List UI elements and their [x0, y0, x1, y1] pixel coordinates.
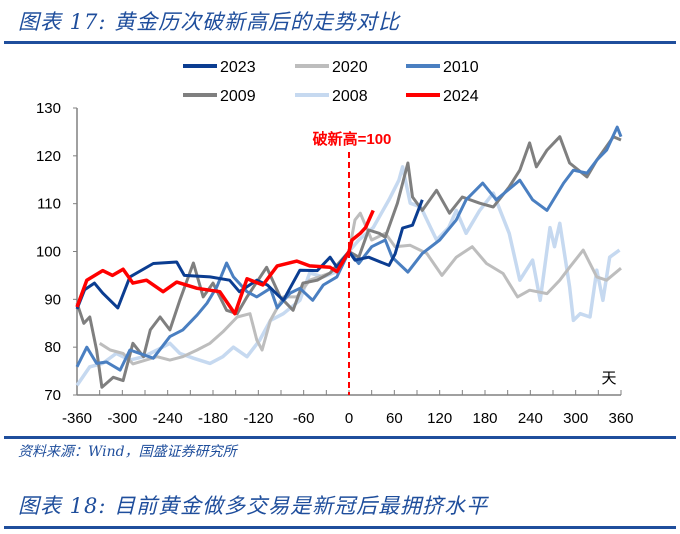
x-tick-label: -300 [107, 410, 137, 427]
x-tick-label: 120 [427, 410, 452, 427]
x-tick-label: 300 [563, 410, 588, 427]
legend-label: 2024 [443, 88, 479, 105]
legend-item-2020: 2020 [295, 59, 368, 76]
x-tick-label: -360 [62, 410, 92, 427]
title-divider [4, 41, 676, 44]
y-tick-label: 90 [44, 291, 61, 308]
y-tick-label: 110 [37, 196, 61, 213]
legend-label: 2010 [443, 59, 479, 76]
series-line-2010 [75, 125, 623, 372]
next-title-divider [4, 526, 676, 529]
legend-item-2009: 2009 [183, 88, 256, 105]
y-tick-label: 70 [44, 387, 61, 404]
x-tick-label: 240 [518, 410, 543, 427]
source-divider [4, 436, 676, 439]
source-note: 资料来源：Wind，国盛证券研究所 [18, 444, 237, 460]
x-tick-label: 60 [386, 410, 403, 427]
x-tick-label: -180 [198, 410, 228, 427]
legend-label: 2020 [332, 59, 368, 76]
legend-item-2008: 2008 [295, 88, 368, 105]
new-high-annotation: 破新高=100 [313, 130, 392, 148]
x-tick-label: -60 [293, 410, 315, 427]
axes: 70 80 90 100 110 120 130 -360 -300 -240 -180 -120 -6… [36, 100, 634, 427]
x-tick-label: 0 [345, 410, 353, 427]
series-line-2020 [98, 211, 622, 366]
next-chart-title: 图表 18: 目前黄金做多交易是新冠后最拥挤水平 [18, 494, 489, 518]
x-tick-label: -120 [243, 410, 273, 427]
series-line-2024 [75, 209, 375, 316]
series-lines [75, 125, 623, 389]
y-tick-label: 120 [36, 148, 61, 165]
x-axis-label: 天 [601, 370, 616, 387]
legend-item-2024: 2024 [406, 88, 479, 105]
y-tick-label: 80 [44, 339, 61, 356]
x-tick-label: 360 [608, 410, 633, 427]
legend-label: 2023 [220, 59, 256, 76]
legend: 2023 2020 2010 2009 2008 2024 [183, 59, 479, 105]
series-line-2023 [75, 199, 424, 310]
y-tick-label: 100 [36, 244, 61, 261]
y-tick-label: 130 [36, 100, 61, 117]
legend-label: 2009 [220, 88, 256, 105]
x-tick-label: -240 [153, 410, 183, 427]
chart-title: 图表 17: 黄金历次破新高后的走势对比 [18, 10, 401, 34]
x-tick-label: 180 [472, 410, 497, 427]
legend-item-2010: 2010 [406, 59, 479, 76]
legend-item-2023: 2023 [183, 59, 256, 76]
legend-label: 2008 [332, 88, 368, 105]
